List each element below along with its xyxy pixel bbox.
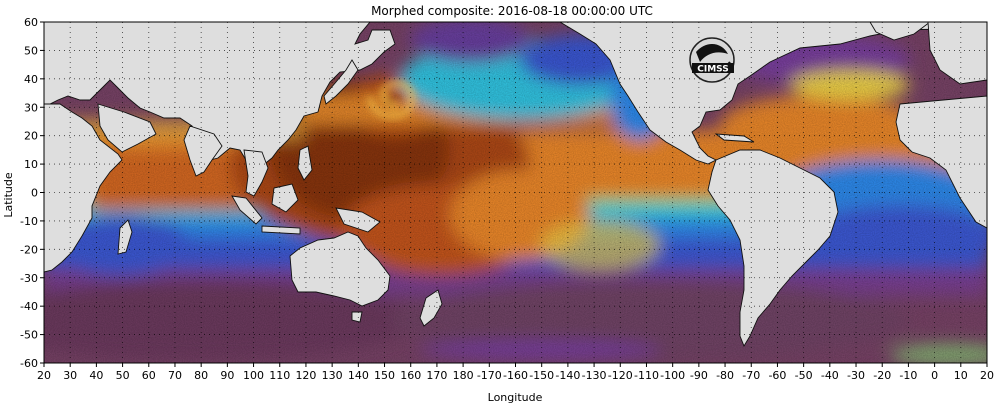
- y-tick-label: -30: [20, 272, 38, 285]
- land-new-zealand: [419, 289, 443, 327]
- x-tick-label: 50: [116, 369, 130, 382]
- land-africa: [44, 103, 123, 273]
- graticule: [44, 22, 987, 363]
- x-tick-label: -170: [477, 369, 502, 382]
- y-tick-label: 20: [24, 130, 38, 143]
- cimss-logo: CIMSS: [689, 37, 735, 83]
- y-tick-label: 0: [31, 187, 38, 200]
- x-tick-label: -50: [795, 369, 813, 382]
- x-tick-label: 60: [142, 369, 156, 382]
- typhoon-swirl: [368, 81, 415, 119]
- x-tick-label: 10: [954, 369, 968, 382]
- y-tick-label: -50: [20, 329, 38, 342]
- land-south-america: [707, 149, 839, 348]
- land-masses: [44, 22, 987, 348]
- x-tick-label: 30: [63, 369, 77, 382]
- x-tick-label: 20: [37, 369, 51, 382]
- land-new-guinea: [335, 207, 381, 233]
- x-tick-label: -100: [660, 369, 685, 382]
- x-tick-label: 20: [980, 369, 994, 382]
- x-tick-label: -40: [821, 369, 839, 382]
- y-tick-label: 10: [24, 158, 38, 171]
- x-tick-label: -150: [529, 369, 554, 382]
- x-tick-label: -140: [555, 369, 580, 382]
- x-tick-label: -120: [608, 369, 633, 382]
- x-tick-label: 170: [426, 369, 447, 382]
- x-tick-label: 160: [400, 369, 421, 382]
- x-axis-label: Longitude: [488, 391, 543, 404]
- y-tick-label: -20: [20, 243, 38, 256]
- x-axis-ticks: 20 30 40 50 60 70 80 90 100 110 120 130 140 150 160 170…: [37, 363, 994, 382]
- y-tick-label: -10: [20, 215, 38, 228]
- x-tick-label: 110: [269, 369, 290, 382]
- land-indochina: [243, 149, 269, 197]
- x-tick-label: -10: [899, 369, 917, 382]
- x-tick-label: -80: [716, 369, 734, 382]
- land-australia: [289, 231, 391, 307]
- x-tick-label: 90: [220, 369, 234, 382]
- land-arabia: [97, 103, 157, 153]
- y-tick-label: -60: [20, 357, 38, 370]
- x-tick-label: -90: [690, 369, 708, 382]
- land-java: [261, 225, 301, 235]
- land-tasmania: [351, 311, 363, 323]
- y-tick-label: 60: [24, 16, 38, 29]
- land-west-africa: [895, 95, 987, 229]
- x-tick-label: 120: [295, 369, 316, 382]
- x-tick-label: -60: [768, 369, 786, 382]
- x-tick-label: -160: [503, 369, 528, 382]
- map-title: Morphed composite: 2016-08-18 00:00:00 U…: [371, 4, 653, 18]
- x-tick-label: 100: [243, 369, 264, 382]
- x-tick-label: -130: [582, 369, 607, 382]
- x-tick-label: 0: [931, 369, 938, 382]
- x-tick-label: 40: [89, 369, 103, 382]
- y-tick-label: -40: [20, 300, 38, 313]
- land-madagascar: [117, 219, 133, 255]
- x-tick-label: 150: [374, 369, 395, 382]
- logo-text: CIMSS: [697, 65, 728, 75]
- y-tick-label: 50: [24, 44, 38, 57]
- land-europe-west: [927, 22, 987, 85]
- plot-area: [44, 22, 987, 363]
- y-axis-ticks: 60 50 40 30 20 10 0 -10 -20 -30 -40 -50 -60: [20, 16, 44, 370]
- x-tick-label: -70: [742, 369, 760, 382]
- y-tick-label: 40: [24, 73, 38, 86]
- x-tick-label: 70: [168, 369, 182, 382]
- x-tick-label: -110: [634, 369, 659, 382]
- land-greenland: [869, 22, 931, 41]
- x-tick-label: 80: [194, 369, 208, 382]
- land-india: [183, 125, 223, 177]
- x-tick-label: 140: [348, 369, 369, 382]
- y-tick-label: 30: [24, 101, 38, 114]
- x-tick-label: -30: [847, 369, 865, 382]
- x-tick-label: 130: [322, 369, 343, 382]
- land-borneo: [271, 183, 299, 213]
- x-tick-label: -20: [873, 369, 891, 382]
- land-north-america: [559, 22, 987, 165]
- y-axis-label: Latitude: [2, 172, 15, 218]
- land-philippines: [297, 145, 313, 181]
- x-tick-label: 180: [453, 369, 474, 382]
